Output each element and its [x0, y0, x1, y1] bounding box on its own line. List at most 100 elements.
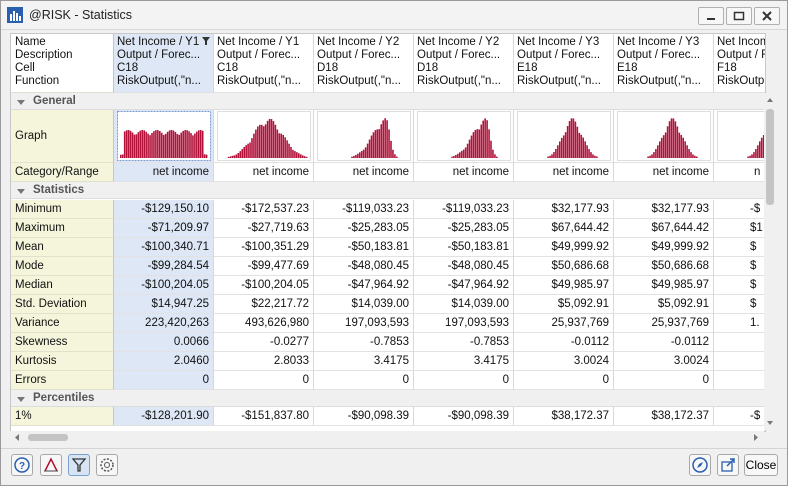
row-label: Category/Range — [11, 163, 114, 182]
histogram-bar — [280, 133, 283, 158]
column-header[interactable]: Net Income / Y1 Output / Forec... C18 RiskO… — [114, 34, 214, 93]
row-label: Mode — [11, 257, 114, 276]
value-cell — [714, 371, 765, 390]
histogram-bar — [145, 131, 147, 158]
value-cell — [714, 333, 765, 352]
column-header[interactable]: Net Income / Y3 Output / Forec... E18 RiskO… — [514, 34, 614, 93]
column-header[interactable]: Net Income / Y1 Output / Forec... C18 RiskO… — [214, 34, 314, 93]
maximize-button[interactable] — [726, 7, 752, 25]
histogram-bar — [182, 130, 184, 158]
value-cell: 0 — [214, 371, 314, 390]
value-cell: 0.0066 — [114, 333, 214, 352]
filter-icon[interactable] — [202, 37, 210, 45]
histogram-bar — [755, 149, 757, 158]
histogram-bar — [139, 130, 142, 158]
histogram-bar — [196, 131, 198, 158]
value-cell: 3.4175 — [314, 352, 414, 371]
value-cell: -$50,183.81 — [314, 238, 414, 257]
column-header[interactable]: Net Income / Y3 Output / Forec... E18 RiskO… — [614, 34, 714, 93]
column-header[interactable]: Net Income / Y2 Output / Forec... D18 RiskO… — [314, 34, 414, 93]
histogram-bar — [147, 133, 149, 158]
minimize-button[interactable] — [698, 7, 724, 25]
value-cell: 2.8033 — [214, 352, 314, 371]
histogram-bar — [492, 149, 494, 158]
value-cell: $49,985.97 — [614, 276, 714, 295]
graph-cell — [414, 110, 514, 163]
row-label: Mean — [11, 238, 114, 257]
help-button[interactable]: ? — [11, 454, 33, 476]
close-window-button[interactable] — [754, 7, 780, 25]
histogram-bar — [660, 137, 663, 158]
histogram-bar — [188, 131, 190, 158]
vertical-scrollbar[interactable] — [764, 93, 776, 430]
histogram-bar — [174, 131, 177, 158]
collapse-icon[interactable] — [17, 98, 25, 106]
section-header[interactable]: Percentiles — [11, 390, 765, 407]
navigate-button[interactable] — [689, 454, 711, 476]
value-cell: -$25,283.05 — [414, 219, 514, 238]
histogram-bar — [384, 118, 386, 158]
histogram-bar — [557, 145, 559, 158]
value-cell: -$50,183.81 — [414, 238, 514, 257]
histogram-bar — [760, 137, 763, 158]
header-label: Name — [15, 36, 46, 48]
histogram-bar — [178, 134, 181, 158]
value-cell: -$129,150.10 — [114, 200, 214, 219]
column-function: RiskOutput(,"n... — [617, 75, 701, 87]
app-icon — [7, 7, 23, 23]
histogram-bar — [580, 134, 583, 158]
histogram-bar — [133, 134, 136, 158]
histogram-bar — [666, 126, 669, 158]
histogram-bar — [578, 132, 581, 158]
title-bar: @RISK - Statistics — [1, 1, 787, 30]
histogram-bar — [366, 143, 369, 158]
histogram-bar — [121, 154, 124, 158]
histogram-bar — [286, 140, 288, 158]
column-header[interactable]: Net Income / Y2 Output / Forec... D18 RiskO… — [414, 34, 514, 93]
histogram-bar — [198, 130, 200, 158]
value-cell: -0.0112 — [514, 333, 614, 352]
graph-cell — [114, 110, 214, 163]
section-header[interactable]: General — [11, 93, 765, 110]
column-name: Net Income / Y3 — [617, 36, 700, 48]
histogram-bar — [672, 118, 675, 158]
settings-button[interactable] — [96, 454, 118, 476]
histogram-bar — [653, 152, 655, 158]
histogram-bar — [120, 154, 122, 158]
histogram-bar — [201, 130, 204, 158]
histogram-bar — [296, 152, 298, 158]
histogram-bar — [468, 139, 471, 158]
histogram-bar — [394, 154, 396, 158]
histogram-bar — [229, 156, 232, 158]
collapse-icon[interactable] — [17, 187, 25, 195]
value-cell: 223,420,263 — [114, 314, 214, 333]
histogram-bar — [294, 151, 296, 158]
value-cell: -$48,080.45 — [314, 257, 414, 276]
value-cell: $5,092.91 — [514, 295, 614, 314]
graph-cell — [214, 110, 314, 163]
column-cell: F18 — [717, 62, 737, 74]
histogram-bar — [245, 145, 247, 158]
collapse-icon[interactable] — [17, 395, 25, 403]
chart-button[interactable] — [40, 454, 62, 476]
column-header[interactable]: Net Income /Output / ForecF18RiskOutput(… — [714, 34, 765, 93]
export-button[interactable] — [717, 454, 739, 476]
close-button[interactable]: Close — [744, 454, 778, 476]
header-label: Function — [15, 75, 60, 87]
histogram-bar — [274, 124, 277, 158]
filter-button[interactable] — [68, 454, 90, 476]
horizontal-scrollbar[interactable] — [10, 431, 764, 444]
histogram-bar — [470, 135, 473, 158]
category-cell: net income — [214, 163, 314, 182]
histogram-bar — [453, 155, 455, 158]
value-cell: -$100,204.05 — [114, 276, 214, 295]
histogram-bar — [170, 130, 173, 158]
row-label: Errors — [11, 371, 114, 390]
statistics-grid: Name Description Cell Function Net Income / … — [10, 33, 766, 432]
histogram-thumbnail — [717, 111, 765, 161]
value-cell: 2.0460 — [114, 352, 214, 371]
histogram-bar — [205, 154, 208, 158]
value-cell: -$47,964.92 — [414, 276, 514, 295]
histogram-bar — [360, 150, 363, 158]
section-header[interactable]: Statistics — [11, 182, 765, 199]
